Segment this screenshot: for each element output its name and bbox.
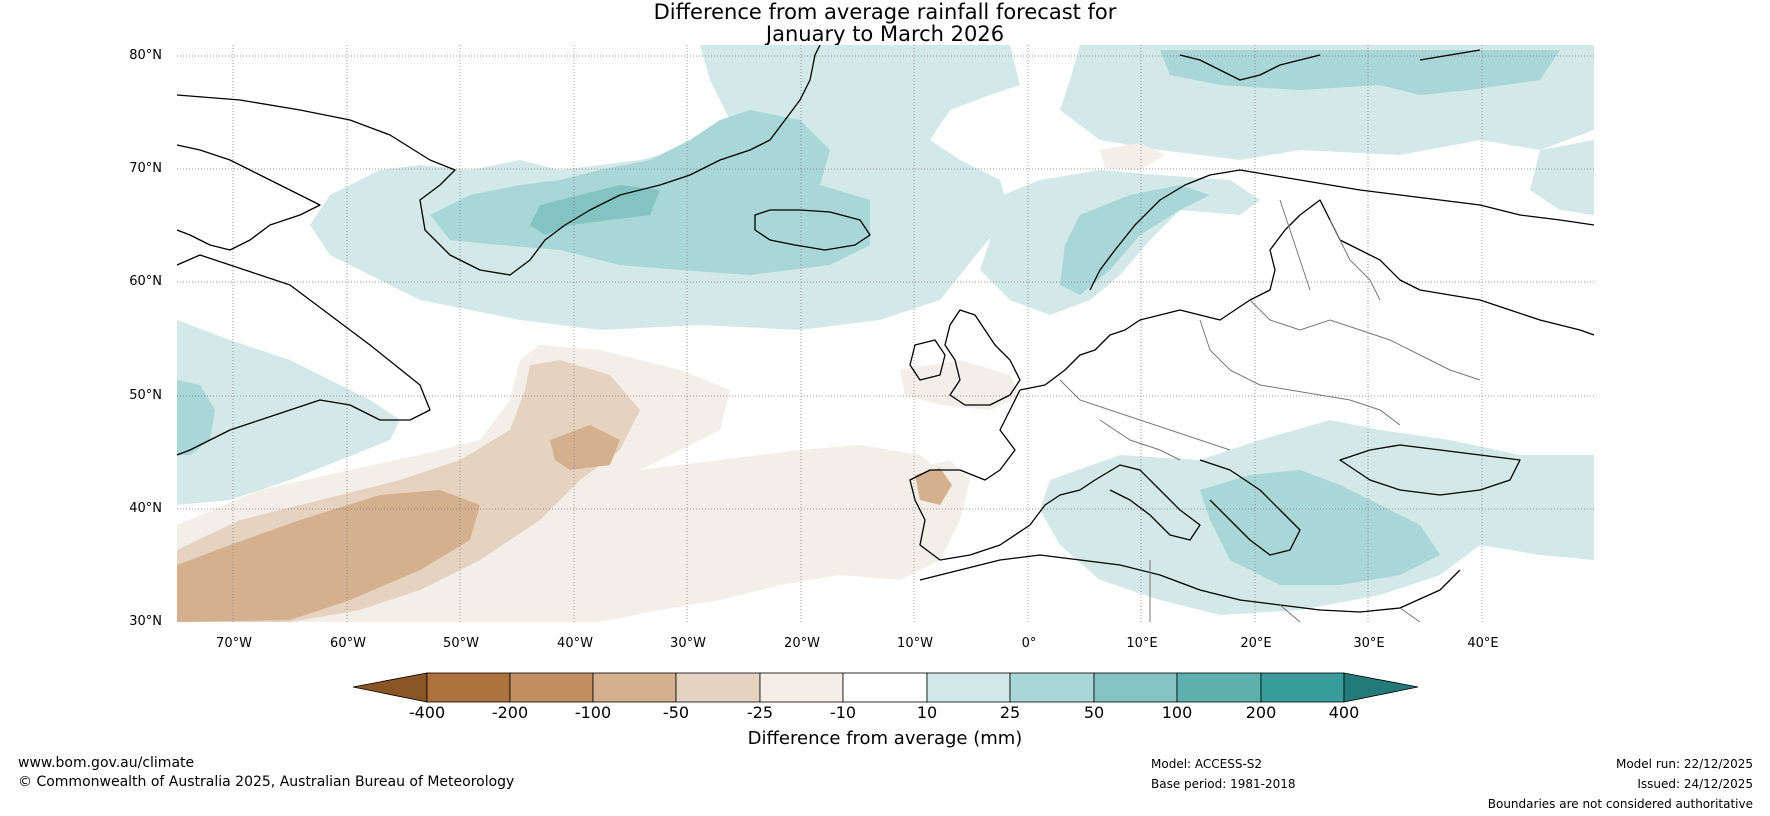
colorbar-extend-low bbox=[352, 672, 428, 703]
colorbar-tick-label: -200 bbox=[491, 703, 529, 722]
lon-tick-label: 70°W bbox=[216, 636, 252, 651]
lon-tick-label: 20°W bbox=[784, 636, 820, 651]
coastline-baffin bbox=[177, 144, 321, 251]
colorbar-tick-label: -100 bbox=[574, 703, 612, 722]
lon-tick-label: 30°E bbox=[1353, 636, 1385, 651]
coastline-black-sea bbox=[1339, 444, 1521, 496]
colorbar-tick-label: -10 bbox=[829, 703, 857, 722]
colorbar-bin-5 bbox=[759, 672, 844, 703]
coastlines bbox=[177, 45, 1594, 613]
model-text: Model: ACCESS-S2 bbox=[1151, 757, 1263, 771]
colorbar-bin-4 bbox=[675, 672, 761, 703]
coastline-italy-balkans bbox=[1094, 459, 1301, 556]
anomaly-region-dry-britain bbox=[900, 360, 1020, 410]
map-title-line2: January to March 2026 bbox=[765, 22, 1005, 46]
coastline-britain bbox=[944, 309, 1021, 406]
coastline-iceland bbox=[754, 209, 871, 251]
colorbar-tick-label: -25 bbox=[746, 703, 774, 722]
lon-tick-label: 0° bbox=[1021, 636, 1037, 651]
coastline-greenland bbox=[177, 45, 821, 276]
colorbar-tick-label: -50 bbox=[662, 703, 690, 722]
lat-tick-label: 40°N bbox=[129, 501, 162, 516]
copyright-text: © Commonwealth of Australia 2025, Austra… bbox=[18, 774, 515, 790]
colorbar bbox=[352, 672, 1419, 703]
lat-tick-label: 50°N bbox=[129, 388, 162, 403]
lon-tick-label: 40°E bbox=[1467, 636, 1499, 651]
coastline-scandinavia bbox=[1089, 169, 1594, 291]
issued-text: Issued: 24/12/2025 bbox=[1637, 777, 1753, 791]
colorbar-bin-1 bbox=[426, 672, 511, 703]
colorbar-tick-label: 50 bbox=[1083, 703, 1105, 722]
colorbar-bin-2 bbox=[509, 672, 594, 703]
lat-tick-label: 80°N bbox=[129, 48, 162, 63]
coastline-france-iberia bbox=[909, 389, 1096, 561]
colorbar-bin-10 bbox=[1176, 672, 1262, 703]
website-link[interactable]: www.bom.gov.au/climate bbox=[18, 755, 195, 771]
colorbar-tick-label: 400 bbox=[1328, 703, 1360, 722]
colorbar-tick-label: -400 bbox=[408, 703, 446, 722]
colorbar-tick-label: 100 bbox=[1161, 703, 1193, 722]
colorbar-bin-9 bbox=[1093, 672, 1178, 703]
colorbar-bin-11 bbox=[1260, 672, 1345, 703]
colorbar-tick-label: 10 bbox=[916, 703, 938, 722]
country-borders bbox=[1059, 199, 1481, 622]
anomaly-region-norway-coast bbox=[1060, 185, 1210, 295]
gridlines bbox=[177, 45, 1594, 622]
lon-tick-label: 20°E bbox=[1240, 636, 1272, 651]
anomaly-region-svalbard bbox=[1160, 50, 1560, 95]
anomaly-region-gulf-stlawrence bbox=[177, 380, 215, 455]
anomaly-region-dry-iberia-core bbox=[915, 468, 952, 505]
colorbar-bin-8 bbox=[1009, 672, 1095, 703]
anomaly-region-denmark-strait bbox=[530, 185, 660, 235]
lat-tick-label: 70°N bbox=[129, 161, 162, 176]
lon-tick-label: 10°W bbox=[897, 636, 933, 651]
anomaly-field bbox=[177, 45, 1594, 622]
colorbar-title: Difference from average (mm) bbox=[747, 728, 1023, 749]
lon-tick-label: 30°W bbox=[670, 636, 706, 651]
anomaly-region-aegean bbox=[1200, 470, 1440, 585]
coastline-labrador bbox=[177, 254, 431, 456]
coastline-europe bbox=[1019, 199, 1594, 391]
colorbar-bin-3 bbox=[592, 672, 677, 703]
coastline-ireland bbox=[909, 339, 946, 381]
colorbar-bin-7 bbox=[926, 672, 1011, 703]
lon-tick-label: 10°E bbox=[1126, 636, 1158, 651]
lon-tick-label: 60°W bbox=[330, 636, 366, 651]
anomaly-region-dry-core bbox=[177, 490, 480, 622]
colorbar-tick-label: 25 bbox=[999, 703, 1021, 722]
colorbar-bin-6 bbox=[842, 672, 928, 703]
base-period-text: Base period: 1981-2018 bbox=[1151, 777, 1296, 791]
lon-tick-label: 50°W bbox=[443, 636, 479, 651]
coastline-svalbard bbox=[1179, 49, 1481, 81]
colorbar-tick-label: 200 bbox=[1245, 703, 1277, 722]
map-title-line1: Difference from average rainfall forecas… bbox=[653, 0, 1117, 24]
anomaly-region-dry-cluster bbox=[550, 425, 620, 470]
disclaimer-text: Boundaries are not considered authoritat… bbox=[1487, 797, 1753, 811]
lat-tick-label: 60°N bbox=[129, 274, 162, 289]
anomaly-region-east-barents bbox=[1530, 140, 1594, 215]
anomaly-region-dry-northsea bbox=[1100, 143, 1165, 170]
lon-tick-label: 40°W bbox=[557, 636, 593, 651]
colorbar-extend-high bbox=[1343, 672, 1419, 703]
coastline-north-africa bbox=[919, 554, 1461, 613]
lat-tick-label: 30°N bbox=[129, 614, 162, 629]
model-run-text: Model run: 22/12/2025 bbox=[1615, 757, 1753, 771]
